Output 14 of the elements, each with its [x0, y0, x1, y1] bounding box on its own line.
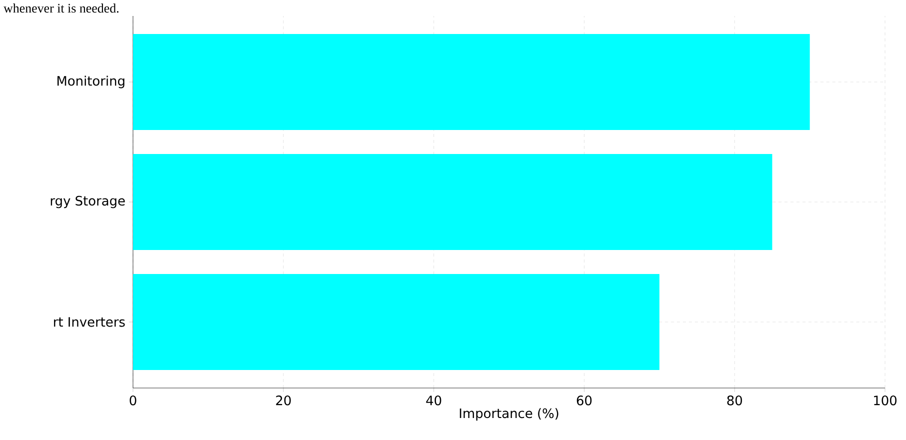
- x-tick-label: 60: [576, 396, 592, 406]
- bar: [133, 154, 772, 250]
- x-tick-label: 0: [130, 396, 136, 406]
- y-tick-label: Monitoring: [57, 76, 124, 88]
- x-tick-label: 40: [426, 396, 442, 406]
- y-tick-label: rgy Storage: [50, 196, 125, 208]
- text: whenever it is needed.: [4, 4, 118, 13]
- x-axis-title: Importance (%): [460, 408, 558, 421]
- x-tick-label: 80: [727, 396, 742, 406]
- x-tick-label: 100: [874, 396, 896, 406]
- bar: [133, 274, 660, 370]
- x-tick-label: 20: [276, 396, 291, 406]
- y-tick-label: rt Inverters: [54, 317, 125, 327]
- bar: [133, 34, 810, 130]
